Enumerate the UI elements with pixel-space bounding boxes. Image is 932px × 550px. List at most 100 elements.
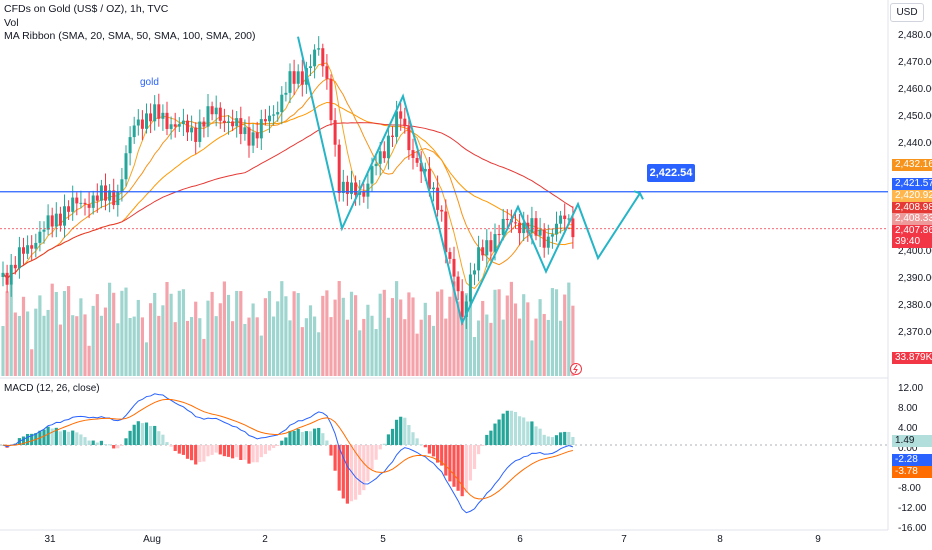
volume-bar [267,291,272,376]
macd-histogram-bar [296,428,300,445]
macd-hist-label: 1.49 [892,435,932,447]
volume-bar [354,295,358,376]
volume-indicator-label[interactable]: Vol [4,17,19,29]
candle-body [75,197,79,204]
price-tick: 2,450.00 [898,111,932,122]
candle-body [255,132,259,139]
volume-bar [386,317,390,376]
candle-body [378,151,382,164]
macd-histogram-bar [567,432,571,445]
volume-bar [468,299,472,376]
volume-bar [485,314,489,376]
candle-body [169,124,173,129]
volume-bar [226,294,231,376]
volume-bar [505,295,509,376]
candle-body [296,71,300,84]
volume-bar [165,281,169,376]
candle-body [341,181,345,193]
candle-body [108,190,112,201]
candle-body [95,195,99,201]
volume-bar [378,293,382,376]
candle-body [288,71,292,93]
candle-body [485,240,489,256]
pattern-zigzag-line [297,36,641,326]
macd-histogram-bar [251,445,255,463]
volume-bar [497,289,501,376]
candle-body [198,121,202,142]
volume-value-label: 33.879K [892,352,932,364]
candle-body [362,191,366,197]
macd-histogram-bar [26,433,30,445]
volume-bar [518,318,522,376]
volume-bar [333,299,337,376]
candle-body [13,264,17,269]
volume-bar [456,301,460,376]
macd-histogram-bar [530,421,534,445]
volume-bar [34,308,38,376]
volume-bar [108,282,112,376]
macd-histogram-bar [378,445,382,450]
candle-body [358,191,362,195]
volume-bar [522,294,526,376]
volume-bar [313,316,317,376]
candle-body [190,127,194,133]
candle-body [493,234,497,252]
ma20-line [2,62,573,290]
drawings[interactable] [0,36,888,375]
volume-bar [136,299,140,376]
candle-body [79,202,83,204]
candle-body [489,240,493,252]
macd-histogram-bar [116,445,120,449]
symbol-title[interactable]: CFDs on Gold (US$ / OZ), 1h, TVC [4,3,169,15]
candle-body [251,132,255,146]
macd-histogram-bar [272,445,276,449]
ma100-price-label: 2,408.33 [892,213,932,225]
candle-body [153,104,157,122]
macd-histogram-bar [226,445,231,457]
candle-body [268,115,271,122]
volume-bar [276,301,280,376]
candle-body [235,118,239,127]
candle-body [50,215,54,227]
candle-body [468,274,472,302]
macd-histogram-bar [153,425,157,445]
macd-histogram-bar [489,430,493,445]
candle-body [427,168,431,190]
volume-bar [513,303,518,376]
candle-body [120,179,124,192]
volume-bar [542,314,546,376]
ma-ribbon-indicator-label[interactable]: MA Ribbon (SMA, 20, SMA, 50, SMA, 100, S… [4,30,256,42]
candle-body [399,111,403,119]
macd-indicator-label[interactable]: MACD (12, 26, close) [4,383,100,394]
volume-bar [181,289,185,376]
volume-bar [194,301,198,376]
text-annotation[interactable]: gold [140,77,159,88]
volume-bar [243,323,247,376]
macd-histogram-bar [341,445,345,499]
macd-histogram-bar [87,440,91,445]
macd-histogram-bar [247,445,251,464]
macd-histogram-bar [149,425,153,445]
macd-histogram-bar [79,434,83,445]
volume-bar [58,324,62,376]
volume-bar [222,281,226,376]
volume-bar [407,292,411,376]
volume-bar [546,319,550,376]
macd-histogram-bar [411,432,415,445]
price-tick: 2,380.00 [898,300,932,311]
candles[interactable] [1,36,575,329]
volume-bar [370,315,374,376]
candle-body [116,191,120,206]
macd-histogram-bar [419,444,423,446]
candle-body [181,120,185,125]
volume-bar [321,295,325,376]
currency-button[interactable]: USD [890,3,924,22]
candle-body [436,187,440,210]
target-price-callout[interactable]: 2,422.54 [647,164,695,182]
volume-bar [390,298,395,376]
macd-tick: 4.00 [898,423,918,434]
macd-histogram-bar [407,425,411,445]
macd-histogram-bar [571,436,575,445]
candle-body [280,94,284,113]
